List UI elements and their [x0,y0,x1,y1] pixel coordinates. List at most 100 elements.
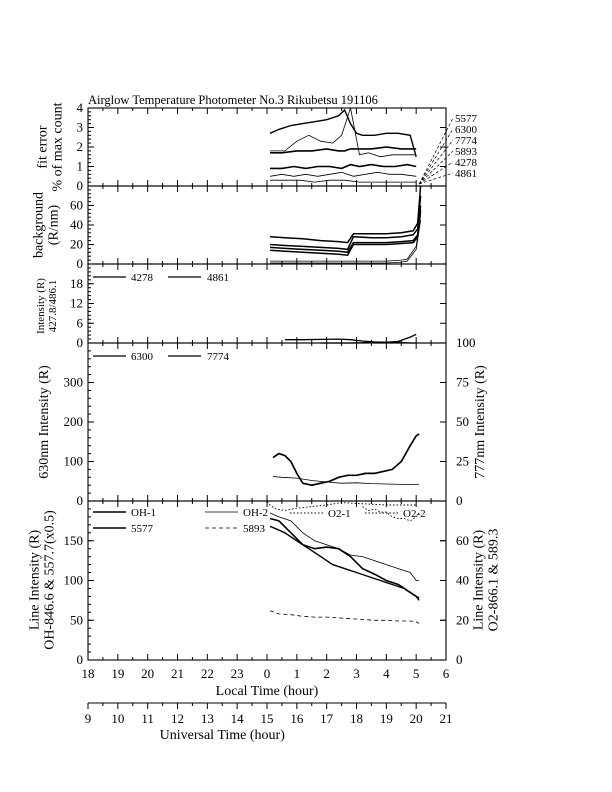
legend-O2-1-label: O2-1 [328,508,351,520]
panel-3-ytick-label: 18 [70,276,83,291]
panel-1-ylabel: fit error [36,125,51,168]
panel-5-ylabel: OH-846.6 & 557.7(x0.5) [43,510,58,650]
local-time-tick-label: 4 [383,666,390,681]
series-layer [264,107,454,624]
series-fit-error-5893 [270,163,417,170]
fit-error-label-4278: 4278 [455,157,478,169]
panel-5-ytick-label: 100 [64,573,84,588]
legend-4861-label: 4861 [207,272,229,284]
legend-5577-label: 5577 [131,523,154,535]
panel-2-ylabel: (R/nm) [47,204,62,245]
panel-5-ylabel: Line Intensity (R) [28,530,43,631]
ut-tick-label: 21 [440,711,453,726]
series-O2-2 [362,506,420,522]
legend-OH-1-label: OH-1 [131,507,156,519]
ut-tick-label: 13 [201,711,214,726]
local-time-tick-label: 19 [111,666,124,681]
series-OH-2 [269,512,420,581]
local-time-tick-label: 3 [353,666,360,681]
ut-tick-label: 11 [141,711,154,726]
fit-error-leader-4861 [419,172,454,185]
panel-5-ytick-label: 50 [70,612,83,627]
ut-tick-label: 18 [350,711,363,726]
panel-5-ytick-label: 0 [77,652,84,667]
panel-1-ytick-label: 1 [77,159,84,174]
local-time-axis-title: Local Time (hour) [216,684,319,699]
panel-4-ytick-label: 0 [77,493,84,508]
ut-tick-label: 19 [380,711,393,726]
fit-error-label-7774: 7774 [455,135,478,147]
panel-4-ytick-right-label: 75 [456,375,469,390]
fit-error-leader-5577 [418,117,454,185]
series-intensity-4278 [284,338,417,344]
series-5893 [269,610,420,624]
local-time-tick-label: 6 [443,666,450,681]
panel-2-ytick-label: 0 [77,256,84,271]
series-fit-error-4861 [270,179,417,183]
panel-1-ytick-label: 3 [77,120,84,135]
legend-4278-label: 4278 [131,272,154,284]
panel-3-ytick-label: 0 [77,335,84,350]
panel-5-ytick-right-label: 40 [456,573,469,588]
panel-5-ytick-right-label: 20 [456,612,469,627]
local-time-tick-label: 22 [201,666,214,681]
fit-error-leader-6300 [418,128,454,185]
panel-4-ylabel-right: 777nm Intensity (R) [473,365,488,479]
fit-error-label-4861: 4861 [455,168,477,180]
panel-5-ylabel-right: Line Intensity (R) [472,530,487,631]
panel-1-ytick-label: 0 [77,178,84,193]
local-time-tick-label: 18 [82,666,95,681]
ut-tick-label: 20 [410,711,423,726]
series-fit-error-7774 [270,107,417,158]
series-background-2 [269,195,422,251]
legend-O2-2-label: O2-2 [403,508,426,520]
series-fit-error-6300 [270,146,417,154]
local-time-tick-label: 2 [323,666,330,681]
ut-tick-label: 10 [111,711,124,726]
panel-2-ylabel: background [32,192,47,258]
panel-2-ytick-label: 20 [70,237,83,252]
panel-4-ytick-right-label: 0 [456,493,463,508]
series-background-3 [269,205,422,254]
panel-5-ytick-label: 150 [64,533,84,548]
panel-1-ylabel: % of max count [51,102,66,191]
series-background-6 [270,220,421,264]
local-time-tick-label: 21 [171,666,184,681]
panel-2-ytick-label: 60 [70,198,83,213]
label-layer: 0123402040600612180100200300025507510005… [28,100,502,743]
ut-tick-label: 16 [290,711,304,726]
fit-error-label-5893: 5893 [455,146,478,158]
fit-error-label-5577: 5577 [455,113,478,125]
fit-error-label-6300: 6300 [455,124,478,136]
panel-4-ytick-label: 100 [64,454,84,469]
panel-4-ytick-right-label: 50 [456,414,469,429]
series-background-4 [269,210,422,256]
legend-7774-label: 7774 [207,351,230,363]
local-time-tick-label: 20 [141,666,154,681]
panel-1-ytick-label: 2 [77,139,84,154]
panel-3-ytick-label: 12 [70,296,83,311]
series-5577 [269,517,420,599]
panel-3-ylabel: Intensity (R) [35,278,47,334]
ut-tick-label: 14 [231,711,245,726]
panel-2-frame [87,185,447,265]
series-background-1 [269,185,422,244]
series-OH-1 [269,525,420,601]
ut-tick-label: 9 [85,711,92,726]
panel-5-ytick-right-label: 0 [456,652,463,667]
chart-title-group: Airglow Temperature Photometer No.3 Riku… [88,93,378,107]
ut-tick-label: 15 [261,711,274,726]
chart-title: Airglow Temperature Photometer No.3 Riku… [88,93,378,107]
panel-4-ytick-right-label: 100 [456,335,476,350]
panel-3-ylabel: 427.8/486.1 [47,280,59,333]
panel-3-ytick-label: 6 [77,315,84,330]
panel-4-ytick-label: 300 [64,375,84,390]
panel-2-ytick-label: 40 [70,217,83,232]
ut-tick-label: 12 [171,711,184,726]
series-intensity-4861 [320,333,417,344]
series-background-5 [270,215,421,262]
series-6300 [272,433,420,487]
fit-error-leader-7774 [418,139,454,185]
axis-ticks [87,107,447,709]
